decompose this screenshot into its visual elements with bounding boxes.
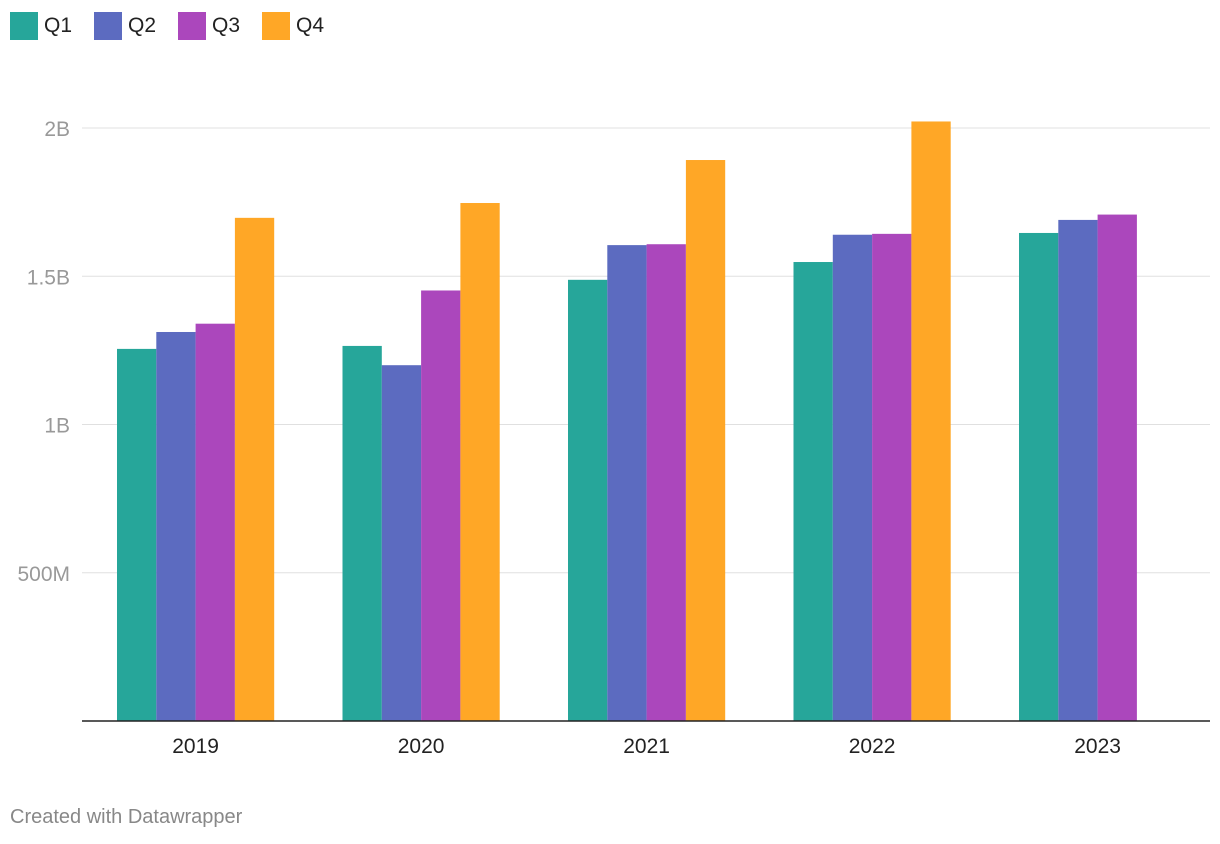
legend-swatch-q1 (10, 12, 38, 40)
bar-2020-q2 (381, 365, 422, 721)
y-tick-label-1: 1B (44, 415, 70, 438)
x-tick-label-2021: 2021 (623, 735, 670, 758)
bar-2023-q2 (1058, 219, 1098, 722)
bar-2021-q1 (568, 279, 608, 721)
legend-label-q4: Q4 (296, 14, 325, 37)
legend-item-q2: Q2 (94, 12, 156, 40)
y-tick-label-2: 1.5B (27, 266, 70, 289)
bar-2019-q2 (156, 331, 196, 721)
y-tick-label-3: 2B (44, 118, 70, 141)
bar-2020-q4 (460, 203, 500, 721)
legend-swatch-q4 (262, 12, 291, 40)
legend-label-q3: Q3 (212, 14, 241, 37)
x-tick-label-2022: 2022 (849, 735, 896, 758)
legend-item-q1: Q1 (10, 12, 72, 40)
bar-2022-q4 (911, 121, 951, 722)
bar-2020-q3 (421, 290, 461, 721)
legend-item-q3: Q3 (178, 12, 240, 40)
footer-credit: Created with Datawrapper (10, 806, 243, 828)
x-tick-label-2020: 2020 (398, 735, 445, 758)
bar-2019-q1 (117, 348, 157, 721)
bar-2019-q4 (234, 217, 275, 722)
x-tick-label-2019: 2019 (172, 735, 219, 758)
bar-2019-q3 (195, 323, 235, 721)
bar-2022-q2 (832, 234, 873, 722)
bar-2023-q1 (1019, 232, 1059, 721)
legend-label-q2: Q2 (128, 14, 157, 37)
bars (117, 121, 1137, 722)
x-axis-labels: 2019 2020 2021 2022 2023 (172, 735, 1121, 758)
bar-2020-q1 (342, 345, 382, 721)
legend-swatch-q3 (178, 12, 207, 40)
bar-2021-q2 (607, 245, 647, 721)
legend: Q1 Q2 Q3 Q4 (10, 12, 324, 40)
y-tick-label-0: 500M (17, 563, 70, 586)
legend-label-q1: Q1 (44, 14, 73, 37)
legend-item-q4: Q4 (262, 12, 324, 40)
bar-2023-q3 (1097, 214, 1137, 721)
bar-2021-q3 (646, 244, 686, 721)
bar-2022-q1 (793, 262, 833, 721)
legend-swatch-q2 (94, 12, 123, 40)
bar-2021-q4 (685, 160, 726, 722)
bar-2022-q3 (872, 233, 912, 721)
x-tick-label-2023: 2023 (1074, 735, 1121, 758)
